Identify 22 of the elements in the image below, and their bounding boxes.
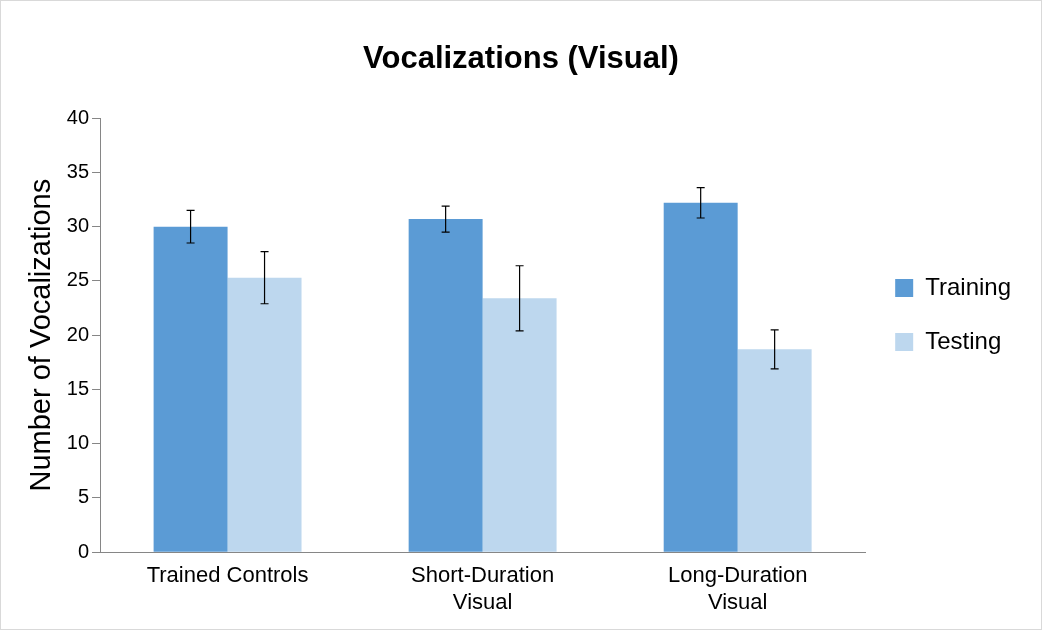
bar [408,219,483,552]
bar [482,298,557,552]
legend-label: Training [925,272,1012,300]
bar [663,202,738,552]
legend-label: Testing [925,326,1002,354]
y-axis-title: Number of Vocalizations [24,178,57,492]
bar [153,226,228,552]
y-tick-label: 20 [66,322,90,345]
y-tick-label: 35 [66,159,90,182]
y-tick-label: 30 [66,214,90,237]
x-tick-label: Long-Duration Visual [667,562,808,614]
x-tick-label: Trained Controls [146,562,309,588]
y-tick-label: 5 [77,485,90,508]
y-tick-label: 15 [66,376,90,399]
y-tick-label: 40 [66,105,90,128]
y-tick-label: 0 [77,539,90,562]
y-tick-label: 10 [66,431,90,454]
bar [227,277,302,552]
chart-title: Vocalizations (Visual) [363,40,679,76]
bar [737,349,812,552]
y-tick-label: 25 [66,268,90,291]
x-tick-label: Short-Duration Visual [411,562,555,614]
